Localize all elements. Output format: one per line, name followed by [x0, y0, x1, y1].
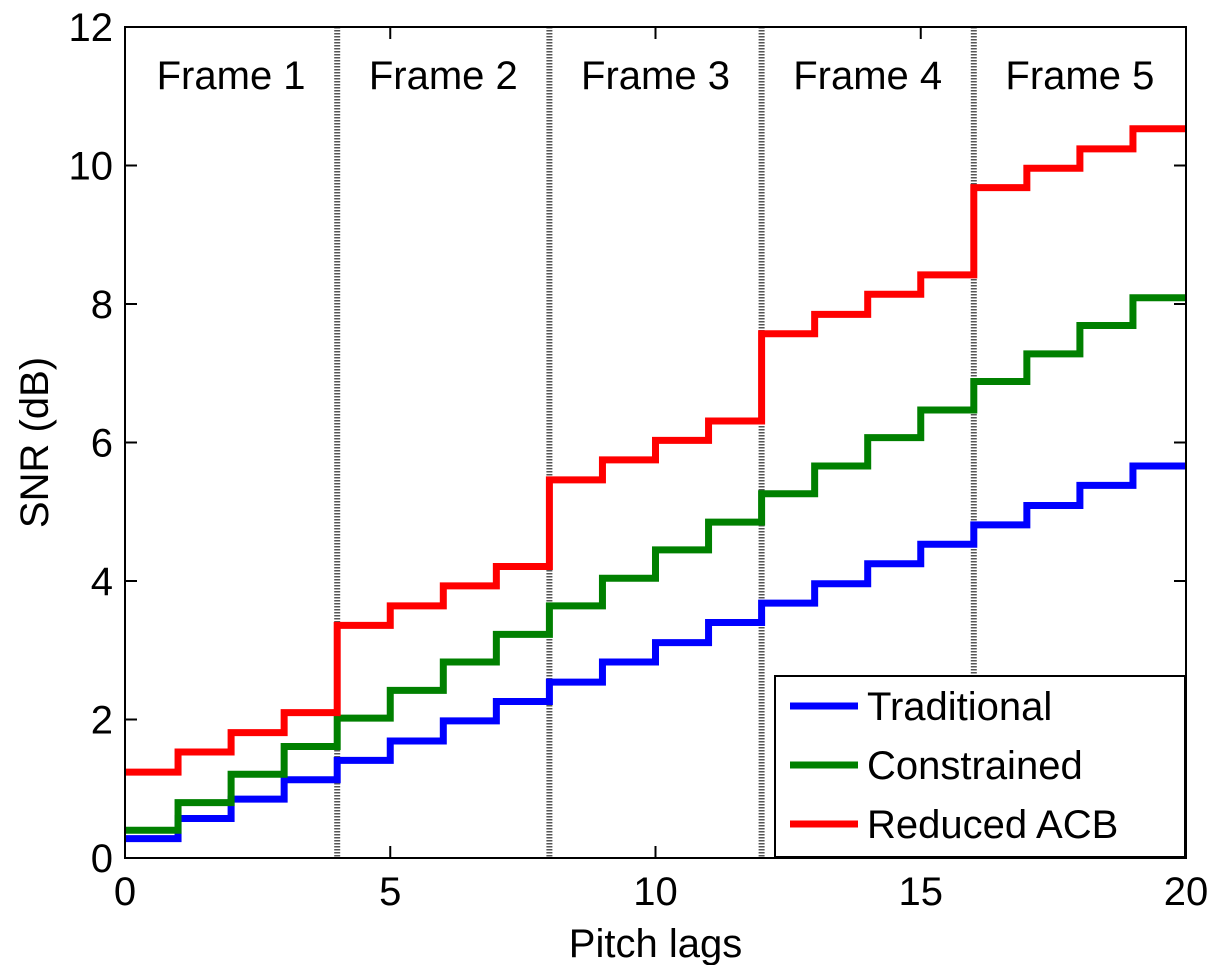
- y-tick-label: 8: [91, 283, 113, 327]
- y-axis-ticks: 0 2 4 6 8 10 12: [69, 6, 1186, 881]
- x-tick-label: 0: [114, 870, 136, 914]
- y-tick-label: 12: [69, 6, 114, 50]
- y-axis-title: SNR (dB): [13, 357, 57, 528]
- frame-label: Frame 3: [581, 54, 730, 98]
- y-tick-label: 0: [91, 837, 113, 881]
- frame-label: Frame 4: [793, 54, 942, 98]
- frame-boundary-lines: [334, 27, 977, 858]
- series-lines: [125, 125, 1186, 843]
- legend: Traditional Constrained Reduced ACB: [774, 675, 1186, 858]
- series-line: [125, 294, 1186, 834]
- y-tick-label: 10: [69, 145, 114, 189]
- x-tick-label: 5: [379, 870, 401, 914]
- x-axis-title: Pitch lags: [569, 922, 742, 965]
- x-tick-label: 10: [633, 870, 678, 914]
- frame-labels: Frame 1 Frame 2 Frame 3 Frame 4 Frame 5: [157, 54, 1155, 98]
- y-tick-label: 6: [91, 422, 113, 466]
- y-tick-label: 4: [91, 560, 113, 604]
- frame-label: Frame 2: [369, 54, 518, 98]
- series-line: [125, 125, 1186, 776]
- legend-label: Reduced ACB: [867, 803, 1118, 847]
- y-tick-label: 2: [91, 699, 113, 743]
- series-line: [125, 462, 1186, 843]
- legend-label: Traditional: [867, 685, 1052, 729]
- frame-label: Frame 1: [157, 54, 306, 98]
- legend-label: Constrained: [867, 744, 1083, 788]
- frame-label: Frame 5: [1005, 54, 1154, 98]
- x-tick-label: 15: [899, 870, 944, 914]
- x-axis-ticks: 0 5 10 15 20: [114, 27, 1208, 914]
- x-tick-label: 20: [1164, 870, 1209, 914]
